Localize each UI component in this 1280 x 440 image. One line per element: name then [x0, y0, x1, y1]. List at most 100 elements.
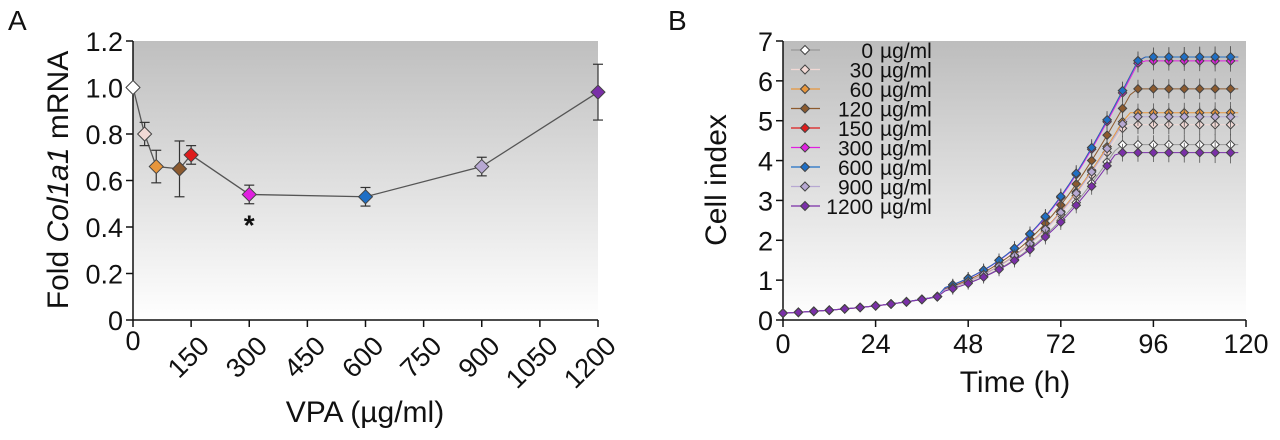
panel-b-data-point [1179, 111, 1190, 122]
panel-a-chart: A 0 0.2 0.4 0.6 0.8 1.0 1.2 0 150 300 450 600 750 90… [8, 5, 622, 429]
panel-b-series-1200 [778, 141, 1239, 319]
panel-b-legend-marker [799, 181, 811, 192]
panel-b-data-point [1071, 168, 1082, 179]
panel-b-legend-value: 900 [838, 177, 873, 200]
panel-b-y-tick-label: 3 [758, 186, 773, 216]
panel-b-x-tick-label: 48 [953, 329, 983, 359]
panel-b-data-point [1086, 142, 1097, 153]
panel-b-data-point [1133, 111, 1143, 122]
panel-a-label: A [8, 5, 27, 36]
panel-b-data-point [1102, 114, 1113, 125]
panel-b-data-point [839, 304, 850, 314]
panel-b-legend-marker [799, 103, 811, 114]
panel-b-x-label: Time (h) [960, 366, 1071, 399]
panel-b-data-point [1117, 85, 1128, 96]
panel-b-legend-value: 0 [861, 40, 873, 63]
panel-b-data-point [1133, 55, 1143, 66]
panel-b-data-point [901, 297, 912, 307]
panel-b-data-point [1194, 52, 1205, 62]
panel-b-data-point [1133, 147, 1143, 158]
panel-b-x-tick-label: 0 [775, 329, 790, 359]
panel-b-x-tick-label: 72 [1046, 329, 1076, 359]
panel-b-legend: 0 µg/ml 30 µg/ml 60 µg/ml 120 µg/ml 150 µg/ml 300 µ… [791, 40, 932, 219]
panel-b-x-tick-label: 120 [1223, 329, 1268, 359]
panel-b-data-point [1210, 147, 1221, 158]
panel-a-points [125, 63, 606, 207]
panel-b-data-point [1102, 130, 1113, 141]
panel-a-data-point [183, 147, 199, 163]
panel-a-y-tick-label: 0.8 [85, 120, 123, 150]
panel-b-data-point [1086, 181, 1097, 192]
panel-b-data-point [1102, 160, 1113, 171]
panel-b-legend-value: 120 [838, 99, 873, 122]
panel-a-annotations: * [244, 209, 255, 240]
panel-b-data-point [1117, 147, 1128, 158]
panel-b-data-point [1225, 83, 1236, 94]
panel-a-data-point [590, 84, 606, 100]
panel-b-data-point [1148, 52, 1159, 62]
panel-b-data-point [1117, 103, 1128, 114]
panel-a-x-tick-label: 0 [125, 326, 140, 356]
panel-a-x-tick-label: 1050 [500, 331, 564, 395]
panel-b-y-label: Cell index [700, 114, 733, 246]
panel-a-x-tick-label: 1200 [558, 331, 622, 395]
panel-a-x-tick-label: 450 [278, 331, 331, 384]
panel-b-data-point [1040, 232, 1051, 242]
panel-a-x-tick-label: 150 [162, 331, 215, 384]
panel-b-legend-value: 600 [838, 157, 873, 180]
panel-b-data-point [1210, 111, 1221, 122]
panel-b-data-point [1210, 52, 1221, 62]
panel-b-y-tick-label: 0 [758, 306, 773, 336]
panel-b-data-point [1194, 111, 1205, 122]
panel-b-data-point [870, 300, 881, 311]
panel-b-data-point [1179, 52, 1190, 62]
panel-b-data-point [1133, 83, 1143, 94]
panel-a-data-point [357, 189, 374, 205]
panel-b-legend-unit: µg/ml [880, 196, 932, 219]
panel-b-legend-marker [799, 122, 811, 134]
panel-b-legend-marker [799, 142, 811, 153]
panel-b-data-point [978, 272, 989, 283]
panel-b-data-point [1163, 111, 1174, 122]
panel-b-x-ticks: 0 24 48 72 96 120 [775, 320, 1269, 359]
panel-b-data-point [1225, 147, 1236, 158]
panel-b-y-tick-label: 2 [758, 226, 773, 256]
panel-b-data-point [1102, 143, 1113, 154]
panel-a-x-tick-label: 300 [220, 331, 273, 384]
panel-b-data-point [1179, 83, 1190, 94]
panel-a-y-tick-label: 1.0 [85, 74, 123, 104]
panel-b-y-tick-label: 1 [758, 266, 773, 296]
panel-b-data-point [1163, 52, 1174, 62]
panel-b-data-point [1055, 191, 1066, 202]
panel-b-legend-value: 60 [850, 79, 873, 102]
panel-b-legend-marker [799, 200, 811, 212]
panel-b-data-point [1055, 217, 1066, 228]
panel-a-y-tick-label: 0 [108, 306, 123, 336]
panel-b-data-point [1148, 147, 1159, 158]
panel-a-data-point [148, 158, 164, 175]
panel-b-legend-unit: µg/ml [880, 138, 932, 161]
panel-a-data-point [171, 161, 188, 177]
panel-b-data-point [1117, 119, 1128, 129]
panel-a-data-point [474, 158, 490, 175]
panel-b-data-point [1163, 83, 1174, 94]
panel-b-legend-unit: µg/ml [880, 157, 932, 180]
panel-b-data-point [1040, 211, 1051, 222]
panel-b-data-point [824, 305, 835, 316]
panel-b-label: B [668, 5, 687, 36]
panel-b-data-point [808, 306, 819, 317]
panel-b-data-point [1225, 111, 1236, 122]
panel-b-legend-unit: µg/ml [880, 118, 932, 141]
panel-b-data-point [932, 291, 943, 302]
panel-b-data-point [1225, 52, 1236, 62]
panel-b-data-point [1148, 111, 1159, 122]
panel-a-significance-marker: * [244, 209, 255, 240]
panel-b-data-point [1163, 147, 1174, 158]
panel-b-legend-value: 30 [850, 60, 873, 83]
panel-b-y-tick-label: 6 [758, 67, 773, 97]
panel-a-data-point [241, 186, 257, 203]
panel-b-data-point [1194, 83, 1205, 94]
panel-a-y-tick-label: 1.2 [85, 27, 123, 57]
